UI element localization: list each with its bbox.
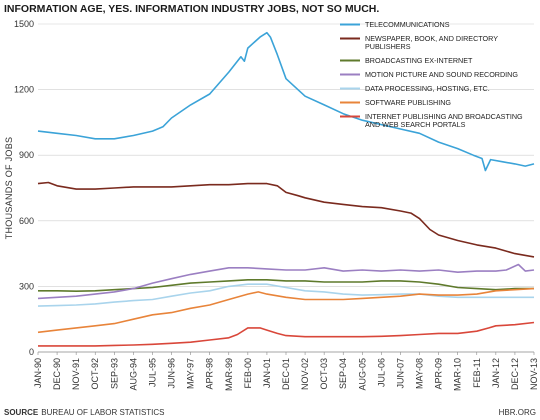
x-tick-label: MAY-08 [415,358,425,389]
x-tick-label: SEP-04 [338,358,348,389]
series-line [37,283,534,307]
x-tick-label: DEC-90 [52,358,62,390]
legend-entry: DATA PROCESSING, HOSTING, ETC. [365,84,490,93]
chart-title: INFORMATION AGE, YES. INFORMATION INDUST… [4,3,379,15]
x-tick-label: JUN-96 [167,358,177,389]
x-tick-label: OCT-03 [319,358,329,390]
x-tick-label: DEC-12 [510,358,520,390]
legend-entry: INTERNET PUBLISHING AND BROADCASTING AND … [365,112,523,129]
legend-entry: MOTION PICTURE AND SOUND RECORDING [365,70,518,79]
x-tick-label: FEB-11 [472,358,482,388]
y-tick-label: 1500 [14,19,34,29]
x-tick-label: JAN-90 [33,358,43,388]
source-text: BUREAU OF LABOR STATISTICS [41,408,164,417]
x-tick-label: APR-09 [434,358,444,390]
x-tick-label: DEC-01 [281,358,291,390]
x-tick-label: NOV-02 [300,358,310,390]
y-tick-label: 1200 [14,85,34,95]
y-tick-label: 0 [29,347,34,357]
x-tick-label: FEB-00 [243,358,253,389]
y-axis-label: THOUSANDS OF JOBS [4,137,14,240]
credit-text: HBR.ORG [499,408,536,417]
x-tick-label: JUL-06 [376,358,386,387]
series-line [38,279,534,292]
source-note: SOURCE BUREAU OF LABOR STATISTICS [4,408,165,417]
x-tick-labels: JAN-90 DEC-90 NOV-91 OCT-92 SEP-93 AUG-94 JUL-… [33,352,539,391]
legend-entry: SOFTWARE PUBLISHING [365,98,451,107]
legend-entry: TELECOMMUNICATIONS [365,20,450,29]
x-tick-label: NOV-13 [529,358,539,390]
x-tick-label: NOV-91 [71,358,81,390]
series-line [37,287,535,334]
x-tick-label: JUN-07 [395,358,405,389]
series-lines [37,31,535,347]
y-tick-label: 600 [19,216,34,226]
x-tick-label: APR-98 [205,358,215,390]
x-tick-label: AUG-94 [128,358,138,391]
legend: TELECOMMUNICATIONS NEWSPAPER, BOOK, AND D… [340,20,523,129]
series-line [37,181,535,258]
y-tick-label: 300 [19,281,34,291]
series-line [37,263,535,300]
x-tick-label: JUL-95 [147,358,157,387]
y-tick-label: 900 [19,150,34,160]
x-tick-label: JAN-01 [262,358,272,388]
series-line [37,31,535,172]
grid [38,23,534,353]
x-tick-label: MAR-10 [453,358,463,391]
x-tick-label: SEP-93 [109,358,119,389]
legend-entry: NEWSPAPER, BOOK, AND DIRECTORY PUBLISHERS [365,34,498,51]
series-line [38,321,535,347]
x-tick-label: AUG-05 [357,358,367,391]
source-label: SOURCE [4,408,39,417]
legend-entry: BROADCASTING EX-INTERNET [365,56,473,65]
y-tick-labels: 0 300 600 900 1200 1500 [14,19,34,357]
x-tick-label: JAN-12 [491,358,501,388]
x-tick-label: OCT-92 [90,358,100,390]
x-tick-label: MAY-97 [186,358,196,389]
x-tick-label: MAR-99 [224,358,234,391]
